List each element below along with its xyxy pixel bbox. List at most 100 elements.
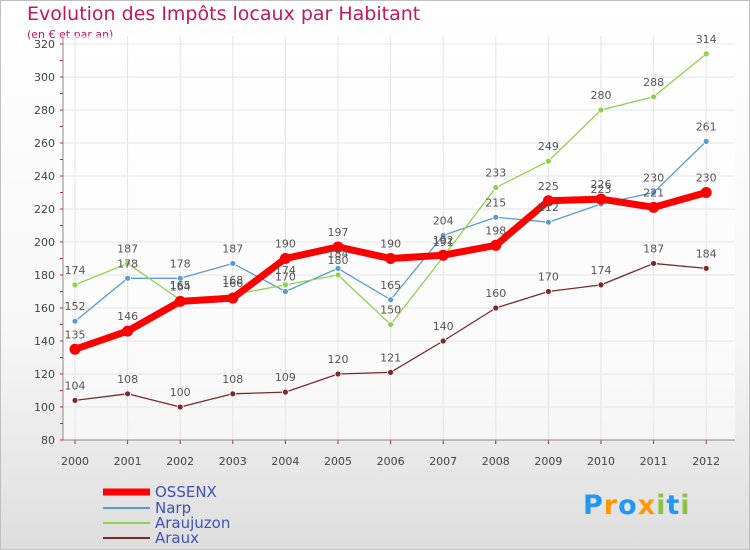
data-point-araux [176, 403, 184, 411]
x-tick-label: 2003 [219, 455, 247, 468]
legend-label-ossenx: OSSENX [155, 483, 217, 501]
legend-label-araux: Araux [155, 529, 199, 547]
x-tick-label: 2002 [166, 455, 194, 468]
data-label-narp: 204 [433, 214, 454, 227]
data-label-ossenx: 226 [591, 178, 612, 191]
data-point-araujuzon [387, 321, 395, 328]
data-label-araux: 187 [643, 242, 664, 255]
chart-title: Evolution des Impôts locaux par Habitant [27, 3, 421, 25]
data-point-narp [176, 274, 184, 282]
y-tick-label: 300 [34, 71, 55, 84]
logo-letter: P [583, 490, 604, 521]
data-label-araujuzon: 174 [65, 264, 86, 277]
data-label-ossenx: 198 [485, 224, 506, 237]
data-label-araujuzon: 168 [222, 274, 243, 287]
y-tick-label: 260 [34, 137, 55, 150]
data-point-ossenx [542, 195, 554, 207]
data-label-araujuzon: 191 [433, 236, 454, 249]
y-tick-label: 240 [34, 170, 55, 183]
data-label-araux: 108 [117, 373, 138, 386]
data-label-araujuzon: 288 [643, 76, 664, 89]
logo-letter: r [603, 490, 619, 521]
data-point-araux [702, 264, 710, 272]
data-label-araujuzon: 187 [117, 242, 138, 255]
x-tick-label: 2006 [377, 455, 405, 468]
data-label-araux: 170 [538, 271, 559, 284]
data-point-ossenx [69, 343, 81, 355]
y-tick-label: 200 [34, 236, 55, 249]
data-label-narp: 184 [328, 247, 349, 260]
x-tick-label: 2011 [640, 455, 668, 468]
x-tick-label: 2008 [482, 455, 510, 468]
x-tick-label: 2005 [324, 455, 352, 468]
data-point-araujuzon [124, 260, 131, 267]
data-point-ossenx [648, 201, 660, 213]
data-point-araux [229, 390, 237, 398]
y-tick-label: 320 [34, 38, 55, 51]
data-point-narp [334, 264, 342, 272]
data-point-narp [229, 260, 237, 267]
data-label-ossenx: 135 [65, 328, 86, 341]
x-tick-label: 2012 [692, 455, 720, 468]
data-label-narp: 230 [643, 172, 664, 185]
y-tick-label: 280 [34, 104, 55, 117]
x-tick-label: 2001 [114, 455, 142, 468]
data-point-araux [597, 281, 605, 289]
data-point-ossenx [227, 292, 239, 304]
data-point-araujuzon [281, 281, 289, 289]
y-tick-label: 80 [41, 434, 55, 447]
data-point-araux [334, 370, 342, 378]
data-label-araux: 160 [485, 287, 506, 300]
data-label-araux: 108 [222, 373, 243, 386]
data-label-narp: 165 [380, 279, 401, 292]
data-label-ossenx: 146 [117, 310, 138, 323]
data-point-araujuzon [650, 93, 657, 101]
legend-label-narp: Narp [155, 499, 191, 517]
y-tick-label: 140 [34, 335, 55, 348]
data-point-araux [71, 396, 79, 404]
y-tick-label: 180 [34, 269, 55, 282]
data-point-narp [492, 213, 500, 221]
data-point-ossenx [595, 193, 607, 205]
data-point-ossenx [122, 325, 134, 337]
data-point-araux [387, 368, 395, 376]
data-point-ossenx [279, 253, 291, 264]
data-point-ossenx [385, 253, 397, 264]
data-point-narp [281, 288, 289, 295]
data-point-ossenx [700, 187, 712, 198]
logo-letter: t [666, 490, 681, 521]
y-tick-label: 220 [34, 203, 55, 216]
data-point-araux [492, 304, 500, 312]
data-label-ossenx: 225 [538, 180, 559, 193]
data-label-araujuzon: 165 [170, 279, 191, 292]
data-label-ossenx: 192 [433, 234, 454, 247]
data-point-narp [545, 218, 552, 226]
data-label-ossenx: 166 [222, 277, 243, 290]
data-label-araujuzon: 150 [380, 304, 401, 317]
data-point-araux [650, 260, 657, 267]
data-label-araujuzon: 249 [538, 140, 559, 153]
data-point-ossenx [490, 239, 502, 251]
data-label-narp: 152 [65, 300, 86, 313]
data-label-ossenx: 197 [328, 226, 349, 239]
x-tick-label: 2010 [587, 455, 615, 468]
x-tick-label: 2000 [61, 455, 89, 468]
data-point-narp [439, 231, 447, 239]
data-label-araux: 140 [433, 320, 454, 333]
x-tick-label: 2007 [429, 455, 457, 468]
y-tick-label: 120 [34, 368, 55, 381]
data-label-narp: 178 [170, 257, 191, 270]
data-label-narp: 261 [696, 120, 717, 133]
data-label-narp: 170 [275, 271, 296, 284]
data-point-araujuzon [492, 184, 500, 191]
x-tick-label: 2004 [271, 455, 299, 468]
data-label-ossenx: 230 [696, 172, 717, 185]
data-label-araujuzon: 314 [696, 33, 717, 46]
x-tick-label: 2009 [534, 455, 562, 468]
plot-area [63, 36, 735, 440]
data-label-araux: 174 [591, 264, 612, 277]
data-point-narp [702, 137, 710, 145]
data-label-araux: 120 [328, 353, 349, 366]
data-point-narp [650, 189, 657, 196]
